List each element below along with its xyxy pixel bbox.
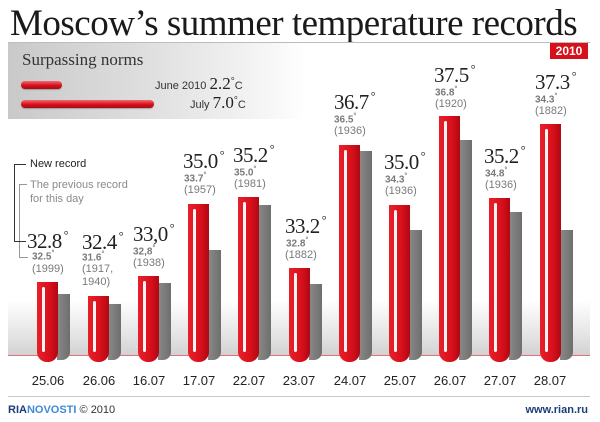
- year-prev-24-07: (1936): [334, 125, 366, 137]
- new-record-annotation: New record: [30, 158, 87, 170]
- bar-new-17-07: [188, 204, 209, 362]
- legend-bar-june: [21, 81, 62, 89]
- legend-june-unit: C: [234, 80, 243, 92]
- value-new-26-07: 37.5 °: [434, 62, 476, 87]
- bar-previous-28-07: [560, 230, 573, 360]
- value-new-16-07: 33,0 °: [133, 221, 175, 246]
- source-url[interactable]: www.rian.ru: [525, 404, 588, 416]
- year-prev-28-07: (1882): [535, 105, 567, 117]
- year-prev-25-06: (1999): [32, 263, 64, 275]
- year-prev-25-07: (1936): [385, 185, 417, 197]
- year-prev-16-07: (1938): [133, 257, 165, 269]
- xlabel-27-07: 27.07: [483, 373, 517, 388]
- brand-ria: RIA: [8, 404, 27, 416]
- bar-previous-17-07: [208, 250, 221, 360]
- bottom-divider: [8, 396, 590, 397]
- previous-record-arrow: [19, 257, 28, 258]
- bar-new-24-07: [339, 145, 360, 362]
- previous-record-annotation: The previous record for this day: [30, 179, 128, 205]
- value-new-28-07: 37.3 °: [535, 69, 577, 94]
- bar-new-28-07: [540, 124, 561, 362]
- legend-june-value: 2.2: [209, 74, 231, 93]
- year-prev-26-06: (1917, 1940): [82, 263, 114, 288]
- xlabel-25-07: 25.07: [383, 373, 417, 388]
- legend-june-text: June 2010: [155, 80, 207, 92]
- bar-new-16-07: [138, 276, 159, 362]
- bar-previous-23-07: [309, 284, 322, 360]
- legend-title: Surpassing norms: [22, 50, 144, 69]
- legend-bar-july: [21, 100, 154, 108]
- new-record-bracket: [14, 164, 26, 242]
- bar-previous-25-06: [57, 294, 70, 360]
- xlabel-23-07: 23.07: [282, 373, 316, 388]
- bar-new-23-07: [289, 268, 310, 362]
- legend-july-value: 7.0: [212, 93, 234, 112]
- xlabel-28-07: 28.07: [533, 373, 567, 388]
- value-prev-26-07: 36.8°: [435, 86, 458, 99]
- bar-previous-26-07: [459, 140, 472, 360]
- value-new-27-07: 35.2 °: [484, 143, 526, 168]
- top-divider: [8, 42, 590, 43]
- bar-previous-25-07: [409, 230, 422, 360]
- value-new-26-06: 32.4 °: [82, 229, 124, 254]
- value-new-24-07: 36.7 °: [334, 89, 376, 114]
- legend-label-june: June 2010 2.2°C: [155, 74, 243, 93]
- value-prev-28-07: 34.3°: [535, 93, 558, 106]
- xlabel-17-07: 17.07: [182, 373, 216, 388]
- bar-new-27-07: [489, 198, 510, 362]
- legend-july-text: July: [190, 99, 210, 111]
- value-prev-17-07: 33.7°: [184, 172, 207, 185]
- value-prev-23-07: 32.8°: [286, 237, 309, 250]
- year-prev-17-07: (1957): [184, 184, 216, 196]
- value-prev-24-07: 36.5°: [334, 113, 357, 126]
- bar-previous-16-07: [158, 283, 171, 360]
- year-badge: 2010: [550, 43, 588, 59]
- value-prev-27-07: 34.8°: [485, 167, 508, 180]
- new-record-arrow: [14, 241, 26, 242]
- bar-previous-22-07: [258, 205, 271, 360]
- xlabel-24-07: 24.07: [333, 373, 367, 388]
- footer-credit: RIANOVOSTI © 2010: [8, 404, 115, 416]
- legend-label-july: July 7.0°C: [190, 93, 246, 112]
- bar-previous-27-07: [509, 212, 522, 360]
- bar-new-25-06: [37, 282, 58, 362]
- value-prev-16-07: 32,8°: [133, 245, 156, 258]
- bar-previous-26-06: [108, 304, 121, 360]
- brand-novosti: NOVOSTI: [26, 404, 77, 416]
- bar-new-22-07: [238, 197, 259, 362]
- xlabel-22-07: 22.07: [232, 373, 266, 388]
- bar-new-26-06: [88, 296, 109, 362]
- previous-record-bracket: [19, 184, 27, 258]
- value-prev-25-07: 34.3°: [385, 173, 408, 186]
- year-prev-26-07: (1920): [435, 98, 467, 110]
- bar-new-26-07: [439, 116, 460, 362]
- copyright: © 2010: [79, 404, 116, 416]
- chart-title: Moscow’s summer temperature records: [10, 3, 578, 44]
- xlabel-26-06: 26.06: [82, 373, 116, 388]
- legend-july-unit: C: [237, 99, 246, 111]
- value-new-22-07: 35.2 °: [233, 142, 275, 167]
- year-prev-23-07: (1882): [285, 249, 317, 261]
- value-new-25-07: 35.0 °: [384, 149, 426, 174]
- year-prev-22-07: (1981): [234, 178, 266, 190]
- bar-previous-24-07: [359, 151, 372, 360]
- xlabel-25-06: 25.06: [31, 373, 65, 388]
- xlabel-26-07: 26.07: [433, 373, 467, 388]
- value-prev-26-06: 31.6°: [82, 251, 105, 264]
- value-prev-22-07: 35.0°: [234, 166, 257, 179]
- year-prev-27-07: (1936): [485, 179, 517, 191]
- value-new-25-06: 32.8 °: [27, 228, 69, 253]
- value-new-23-07: 33.2 °: [285, 213, 327, 238]
- xlabel-16-07: 16.07: [132, 373, 166, 388]
- value-prev-25-06: 32.5°: [32, 250, 55, 263]
- bar-new-25-07: [389, 205, 410, 362]
- value-new-17-07: 35.0 °: [183, 148, 225, 173]
